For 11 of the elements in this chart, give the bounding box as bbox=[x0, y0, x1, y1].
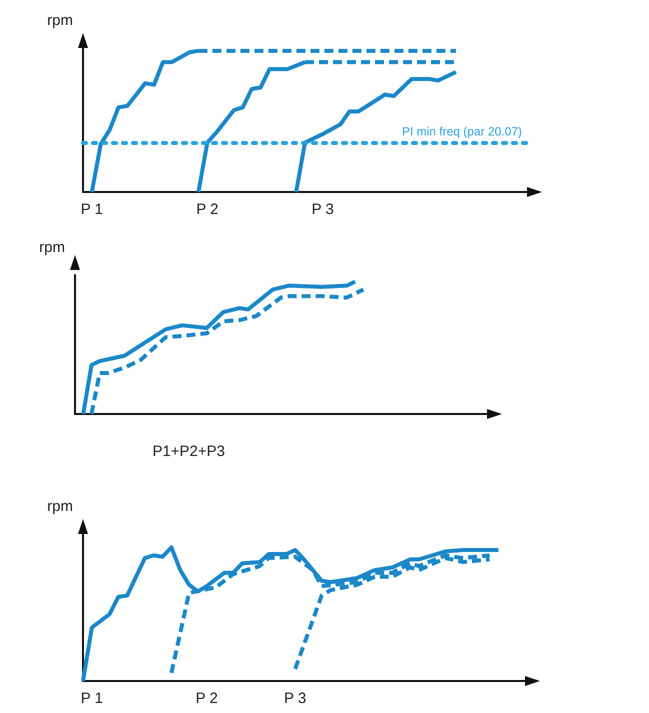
y-axis-title: rpm bbox=[47, 498, 73, 515]
x-tick-label: P 2 bbox=[196, 690, 218, 707]
x-tick-label: P 3 bbox=[312, 201, 334, 218]
x-axis-title: P1+P2+P3 bbox=[152, 443, 225, 460]
x-tick-label: P 3 bbox=[284, 690, 306, 707]
y-axis-title: rpm bbox=[47, 12, 73, 29]
ref-line-label: PI min freq (par 20.07) bbox=[402, 124, 522, 139]
x-tick-label: P 1 bbox=[80, 690, 103, 707]
x-tick-label: P 2 bbox=[196, 201, 218, 218]
x-tick-label: P 1 bbox=[80, 201, 104, 218]
y-axis-title: rpm bbox=[39, 239, 65, 256]
